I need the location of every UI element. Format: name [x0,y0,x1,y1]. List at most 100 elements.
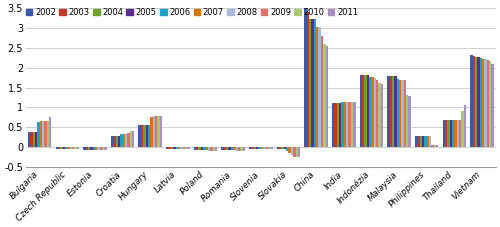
Bar [408,96,411,147]
Bar [238,147,240,151]
Bar [56,147,58,149]
Bar [242,147,245,151]
Bar [369,77,372,147]
Bar [198,147,201,150]
Bar [222,147,224,150]
Bar [46,121,49,147]
Bar [394,76,396,147]
Bar [424,136,426,147]
Bar [323,44,326,147]
Bar [125,134,128,147]
Bar [236,147,238,151]
Bar [309,19,312,147]
Bar [203,147,205,150]
Bar [160,116,162,147]
Bar [306,12,309,147]
Bar [429,136,432,147]
Bar [279,147,281,149]
Bar [256,147,258,149]
Bar [130,131,132,147]
Bar [49,117,51,147]
Bar [390,76,392,147]
Bar [128,133,130,147]
Bar [318,27,321,147]
Bar [92,147,95,150]
Bar [40,121,42,147]
Bar [480,58,482,147]
Bar [226,147,228,150]
Bar [201,147,203,150]
Bar [336,104,339,147]
Bar [270,147,272,149]
Bar [208,147,210,151]
Bar [348,102,351,147]
Bar [122,134,125,147]
Bar [478,57,480,147]
Bar [415,136,418,147]
Bar [30,133,32,147]
Bar [194,147,196,150]
Bar [452,120,454,147]
Bar [396,79,399,147]
Bar [450,120,452,147]
Bar [420,136,422,147]
Bar [402,80,404,147]
Bar [62,147,65,149]
Bar [38,122,40,147]
Bar [60,147,62,149]
Bar [284,147,286,149]
Bar [111,136,113,147]
Bar [113,136,116,147]
Bar [351,102,353,147]
Bar [486,60,489,147]
Bar [445,120,448,147]
Bar [360,75,362,147]
Bar [388,76,390,147]
Bar [366,75,369,147]
Bar [180,147,182,149]
Bar [116,136,118,147]
Bar [332,104,334,147]
Bar [120,134,122,147]
Bar [70,147,72,149]
Bar [399,80,402,147]
Bar [104,147,106,150]
Bar [434,145,436,147]
Bar [316,27,318,147]
Bar [344,102,346,147]
Bar [263,147,266,149]
Bar [321,36,323,147]
Bar [224,147,226,150]
Bar [436,145,438,147]
Bar [296,147,298,157]
Legend: 2002, 2003, 2004, 2005, 2006, 2007, 2008, 2009, 2010, 2011: 2002, 2003, 2004, 2005, 2006, 2007, 2008… [26,8,358,17]
Bar [171,147,173,149]
Bar [268,147,270,149]
Bar [155,116,158,147]
Bar [210,147,212,151]
Bar [146,125,148,147]
Bar [188,147,190,149]
Bar [454,120,456,147]
Bar [261,147,263,149]
Bar [312,19,314,147]
Bar [404,80,406,147]
Bar [381,84,383,147]
Bar [143,125,146,147]
Bar [196,147,198,150]
Bar [35,133,37,147]
Bar [185,147,188,149]
Bar [339,104,342,147]
Bar [462,111,464,147]
Bar [233,147,235,150]
Bar [372,77,374,147]
Bar [456,120,459,147]
Bar [141,125,143,147]
Bar [448,120,450,147]
Bar [406,95,408,147]
Bar [32,133,35,147]
Bar [212,147,215,151]
Bar [288,147,291,153]
Bar [231,147,233,150]
Bar [74,147,76,149]
